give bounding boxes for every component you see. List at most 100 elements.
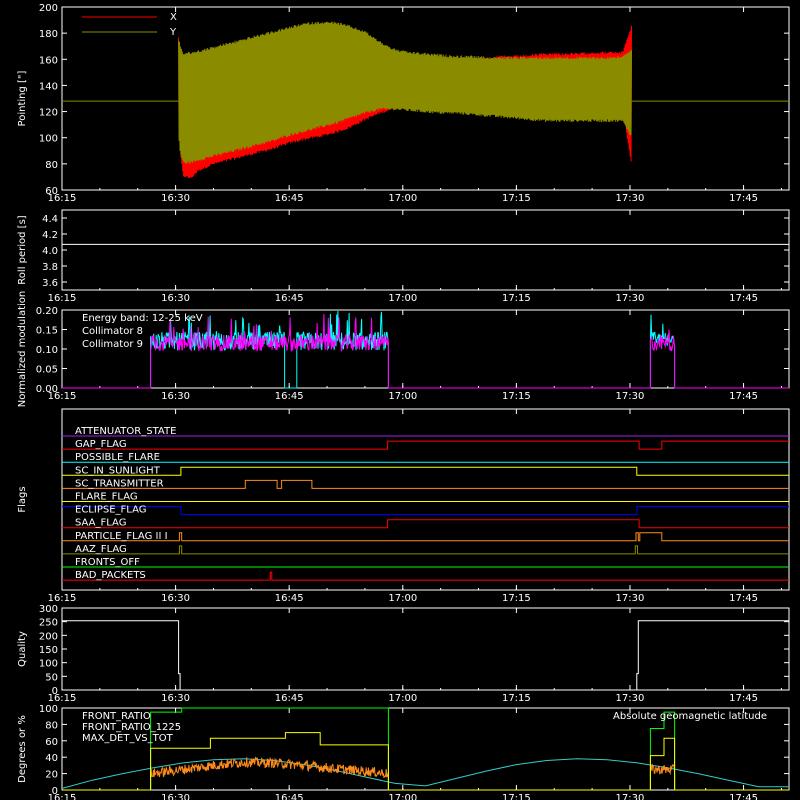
pointing-xtick-label: 17:30	[616, 193, 645, 204]
pointing-ytick-label: 60	[45, 186, 58, 197]
flags-ylabel: Flags	[17, 486, 28, 512]
modulation-xtick-label: 17:45	[729, 391, 758, 402]
modulation-xtick-label: 17:30	[616, 391, 645, 402]
pointing-ytick-label: 80	[45, 160, 58, 171]
roll_period-ytick-label: 3.6	[42, 278, 58, 289]
quality-line	[62, 620, 789, 691]
roll_period-xtick-label: 17:45	[729, 293, 758, 304]
pointing-xtick-label: 17:45	[729, 193, 758, 204]
modulation-series-1	[62, 310, 789, 389]
quality-ytick-label: 150	[39, 645, 58, 656]
legend-y-label: Y	[169, 27, 177, 38]
max-det-vs-tot-line	[62, 756, 789, 791]
flag-line-bad-packets	[62, 571, 789, 581]
legend-collimator-9: Collimator 9	[82, 339, 143, 350]
latitude-annotation: Absolute geomagnetic latitude	[613, 711, 767, 722]
modulation-series-2	[62, 313, 789, 389]
flag-label-sc-transmitter: SC_TRANSMITTER	[75, 478, 164, 489]
pointing-ytick-label: 140	[39, 81, 58, 92]
pointing-axes-frame	[61, 6, 790, 191]
flags-xtick-label: 17:30	[616, 593, 645, 604]
pointing-ytick-label: 200	[39, 3, 58, 14]
ratios-ytick-label: 100	[39, 704, 58, 715]
legend-x-label: X	[170, 12, 177, 23]
pointing-xtick-label: 16:45	[275, 193, 304, 204]
pointing-xtick-label: 17:15	[502, 193, 531, 204]
flags-xtick-label: 17:45	[729, 593, 758, 604]
front-ratio-1225-line	[62, 732, 789, 791]
roll_period-xtick-label: 17:15	[502, 293, 531, 304]
flag-line-eclipse-flag	[62, 506, 789, 516]
ratios-ytick-label: 80	[45, 720, 58, 731]
modulation-xtick-label: 16:45	[275, 391, 304, 402]
legend-front-ratio-1225: FRONT_RATIO_1225	[82, 722, 181, 733]
modulation-ytick-label: 0.15	[36, 326, 58, 337]
roll_period-xtick-label: 17:30	[616, 293, 645, 304]
quality-ytick-label: 250	[39, 618, 58, 629]
flag-label-gap-flag: GAP_FLAG	[75, 439, 127, 450]
roll_period-ylabel: Roll period [s]	[17, 215, 28, 284]
quality-ytick-label: 50	[45, 672, 58, 683]
ratios-xtick-label: 16:45	[275, 793, 304, 800]
flag-label-eclipse-flag: ECLIPSE_FLAG	[75, 505, 146, 516]
pointing-ytick-label: 160	[39, 55, 58, 66]
ratios-ytick-label: 40	[45, 753, 58, 764]
modulation-xtick-label: 17:15	[502, 391, 531, 402]
quality-ylabel: Quality	[17, 631, 28, 667]
quality-xtick-label: 17:30	[616, 693, 645, 704]
roll_period-ytick-label: 3.8	[42, 262, 58, 273]
roll_period-ytick-label: 4.4	[42, 214, 58, 225]
flag-label-saa-flag: SAA_FLAG	[75, 518, 126, 529]
ratios-ytick-label: 60	[45, 737, 58, 748]
quality-xtick-label: 17:00	[388, 693, 417, 704]
modulation-xtick-label: 16:15	[48, 391, 77, 402]
quality-xtick-label: 17:45	[729, 693, 758, 704]
pointing-xtick-label: 16:15	[48, 193, 77, 204]
modulation-ytick-label: 0.20	[36, 306, 58, 317]
pointing-ytick-label: 180	[39, 29, 58, 40]
flag-label-particle-flag-ii-i: PARTICLE_FLAG II I	[75, 531, 168, 542]
modulation-ytick-label: 0.05	[36, 365, 58, 376]
legend-max-det-vs-tot: MAX_DET_VS_TOT	[82, 733, 174, 744]
pointing-ytick-label: 100	[39, 134, 58, 145]
flag-line-saa-flag	[62, 519, 789, 529]
flag-label-attenuator-state: ATTENUATOR_STATE	[75, 426, 176, 437]
modulation-ytick-label: 0.10	[36, 345, 58, 356]
ratios-xtick-label: 17:30	[616, 793, 645, 800]
flag-label-aaz-flag: AAZ_FLAG	[75, 544, 127, 555]
ratios-ytick-label: 20	[45, 770, 58, 781]
pointing-ytick-label: 120	[39, 108, 58, 119]
flag-line-aaz-flag	[62, 545, 789, 555]
ratios-ytick-label: 0	[52, 786, 58, 797]
quality-ytick-label: 0	[52, 686, 58, 697]
flags-xtick-label: 16:15	[48, 593, 77, 604]
modulation-xtick-label: 16:30	[161, 391, 190, 402]
quality-ytick-label: 100	[39, 659, 58, 670]
flag-label-possible-flare: POSSIBLE_FLARE	[75, 452, 160, 463]
pointing-ylabel: Pointing ["]	[17, 70, 28, 126]
ratios-xtick-label: 16:15	[48, 793, 77, 800]
pointing-xtick-label: 17:00	[388, 193, 417, 204]
roll_period-xtick-label: 16:15	[48, 293, 77, 304]
flag-label-fronts-off: FRONTS_OFF	[75, 557, 140, 568]
flag-line-sc-transmitter	[62, 479, 789, 489]
roll_period-ytick-label: 4.0	[42, 246, 58, 257]
quality-xtick-label: 16:30	[161, 693, 190, 704]
roll_period-xtick-label: 17:00	[388, 293, 417, 304]
flags-axes-frame	[61, 408, 790, 591]
modulation-ylabel: Normalized modulation	[17, 291, 28, 408]
roll_period-xtick-label: 16:30	[161, 293, 190, 304]
flag-line-sc-in-sunlight	[62, 466, 789, 476]
flag-label-bad-packets: BAD_PACKETS	[75, 570, 146, 581]
legend-collimator-8: Collimator 8	[82, 326, 143, 337]
flag-line-gap-flag	[62, 440, 789, 450]
ratios-xtick-label: 17:15	[502, 793, 531, 800]
quality-xtick-label: 17:15	[502, 693, 531, 704]
flag-label-flare-flag: FLARE_FLAG	[75, 492, 138, 503]
quality-xtick-label: 16:45	[275, 693, 304, 704]
modulation-xtick-label: 17:00	[388, 391, 417, 402]
flags-xtick-label: 16:30	[161, 593, 190, 604]
roll_period-xtick-label: 16:45	[275, 293, 304, 304]
